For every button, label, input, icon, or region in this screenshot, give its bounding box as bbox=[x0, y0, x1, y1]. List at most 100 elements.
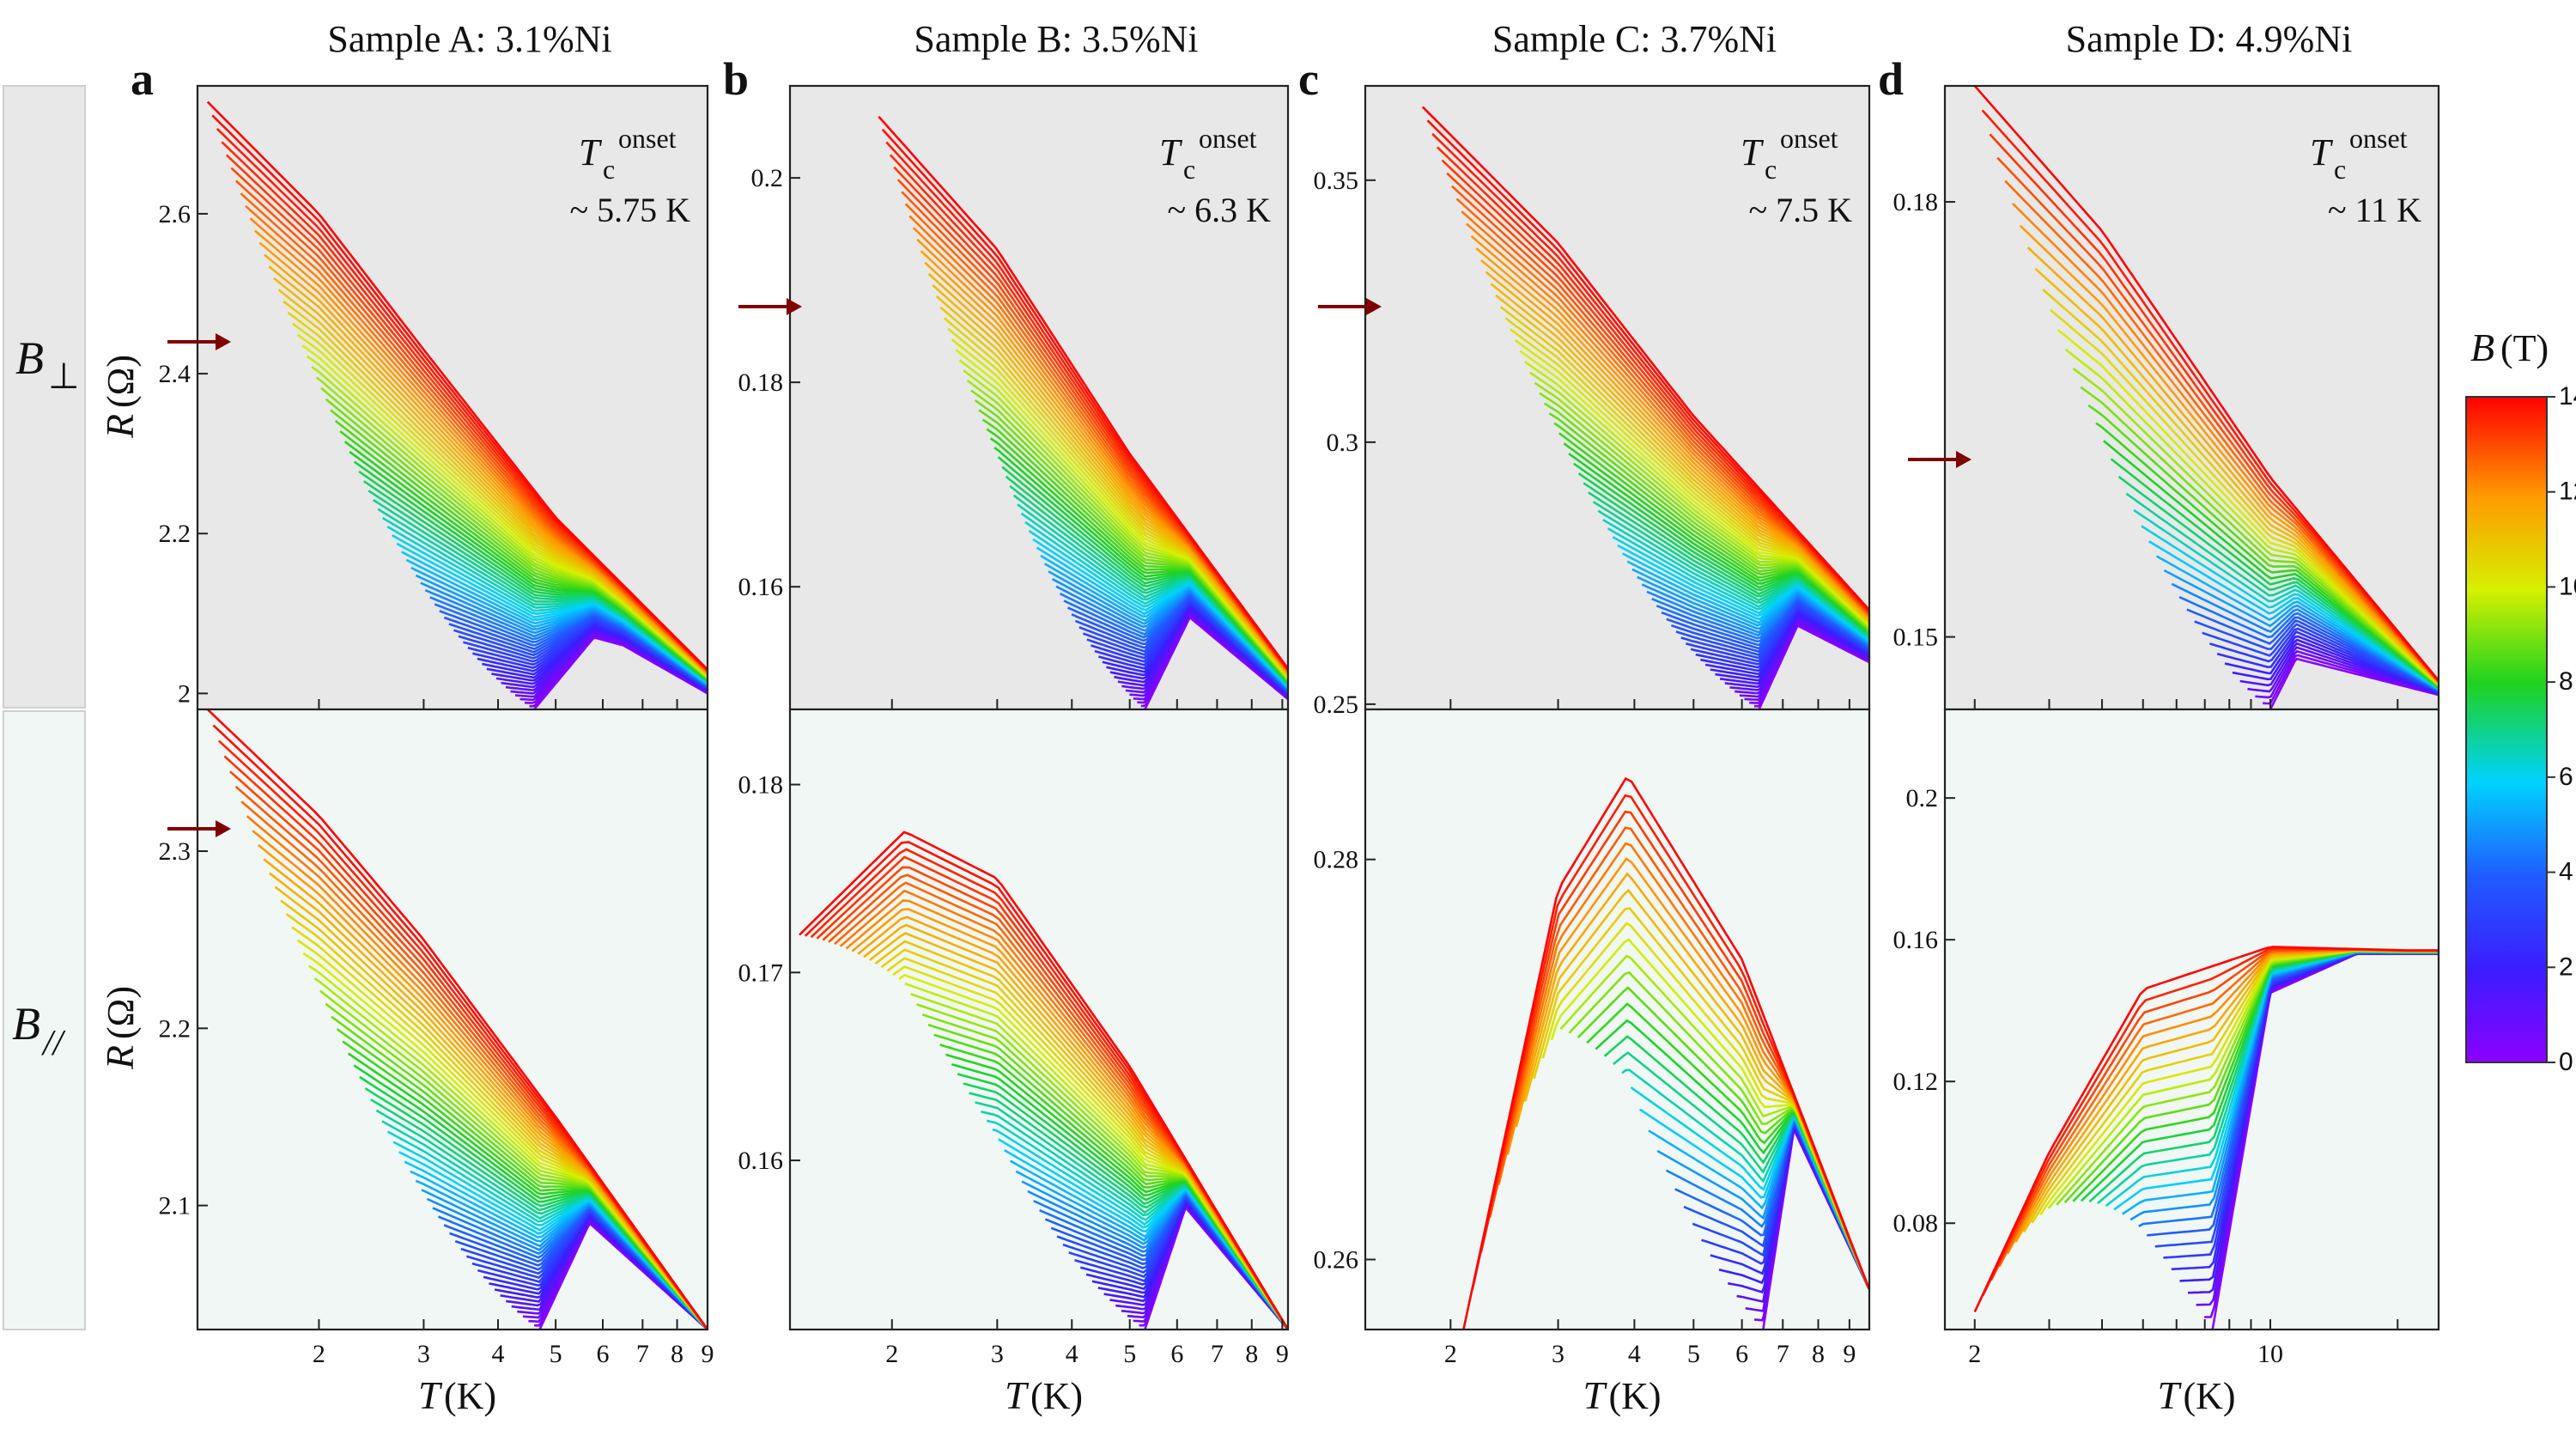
tc-value: ~ 6.3 K bbox=[1167, 191, 1271, 229]
x-tick-label: 6 bbox=[1735, 1340, 1748, 1368]
series-line bbox=[1973, 946, 2439, 1312]
x-axis-label: T (K) bbox=[418, 1373, 496, 1417]
tc-subscript: c bbox=[603, 154, 615, 185]
series-line bbox=[2072, 368, 2439, 686]
x-tick-label: 4 bbox=[1628, 1340, 1641, 1368]
panel-d-parallel: 0.08 0.12 0.16 0.2 2 10 bbox=[1893, 708, 2440, 1368]
x-tick-label: 4 bbox=[491, 1340, 504, 1368]
curves bbox=[1973, 946, 2439, 1330]
y-tick-label: 2.3 bbox=[159, 837, 191, 866]
series-line bbox=[206, 709, 708, 1330]
x-axis-unit: (K) bbox=[444, 1375, 496, 1417]
series-line bbox=[2102, 440, 2439, 688]
panel-letter: c bbox=[1298, 53, 1319, 105]
y-tick-label: 0.26 bbox=[1314, 1245, 1359, 1274]
x-tick-label: 3 bbox=[991, 1340, 1004, 1368]
panels: 2 2.2 2.4 2.6 0.160.180.2 0.25 0.3 0.35 0.15 0.18… bbox=[98, 18, 2440, 1417]
series-line bbox=[2117, 475, 2439, 689]
series-line bbox=[2186, 608, 2439, 692]
y-tick-label: 2.2 bbox=[159, 1014, 191, 1043]
y-tick-label: 0.28 bbox=[1314, 846, 1359, 874]
panel-title: Sample B: 3.5%Ni bbox=[914, 18, 1198, 60]
series-line bbox=[2163, 569, 2439, 691]
series-line bbox=[2034, 267, 2439, 685]
x-tick-label: 3 bbox=[1552, 1340, 1564, 1368]
series-line bbox=[2050, 308, 2439, 685]
marker-arrow bbox=[1908, 451, 1971, 468]
series-line bbox=[1421, 106, 1869, 611]
y-tick-label: 2.4 bbox=[159, 360, 191, 388]
series-line bbox=[1973, 86, 2439, 681]
series-line bbox=[2011, 202, 2439, 684]
tc-subscript: c bbox=[1183, 154, 1195, 185]
x-tick-label: 2 bbox=[1968, 1340, 1981, 1368]
x-tick-label: 5 bbox=[550, 1340, 562, 1368]
series-line bbox=[2042, 289, 2439, 685]
plot-frame bbox=[1943, 708, 2440, 1331]
x-tick-label: 8 bbox=[671, 1340, 683, 1368]
curves bbox=[799, 831, 1288, 1330]
x-axis-unit: (K) bbox=[2184, 1375, 2236, 1417]
x-tick-label: 2 bbox=[1444, 1340, 1457, 1368]
colorbar-tick-label: 2 bbox=[2559, 952, 2573, 981]
series-line bbox=[2133, 508, 2439, 690]
series-line bbox=[2064, 348, 2439, 686]
panel-a-parallel: 2.1 2.2 2.3 2 3 4 5 6 7 8 9 bbox=[159, 708, 714, 1368]
colorbar: B (T) 0 2 4 6 8 10 12 14 bbox=[2465, 326, 2576, 1076]
x-tick-label: 7 bbox=[636, 1340, 649, 1368]
series-line bbox=[2087, 404, 2439, 687]
row-label-perpendicular: B ⊥ bbox=[3, 85, 86, 709]
y-tick-label: 0.35 bbox=[1314, 167, 1359, 195]
tc-subscript: c bbox=[1765, 154, 1777, 185]
y-tick-label: 0.15 bbox=[1893, 624, 1939, 652]
colorbar-tick-label: 14 bbox=[2559, 382, 2576, 411]
series-line bbox=[206, 100, 708, 671]
x-axis-unit: (K) bbox=[1609, 1375, 1662, 1417]
panel-title: Sample C: 3.7%Ni bbox=[1492, 18, 1777, 60]
x-axis-unit: (K) bbox=[1030, 1375, 1083, 1417]
series-line bbox=[2141, 525, 2439, 690]
y-tick-label: 0.18 bbox=[1893, 188, 1939, 216]
y-axis-unit: (Ω) bbox=[100, 355, 142, 408]
x-axis-symbol: T bbox=[1583, 1373, 1608, 1417]
panel-b-perpendicular: 0.16 0.18 0.2 bbox=[738, 84, 1290, 711]
colorbar-tick-label: 4 bbox=[2559, 858, 2573, 886]
y-axis-label-top: R (Ω) bbox=[98, 355, 142, 439]
tc-value: ~ 7.5 K bbox=[1748, 191, 1852, 229]
tc-symbol: T bbox=[579, 131, 603, 173]
row-label-b-text: B bbox=[15, 332, 44, 384]
series-line bbox=[2194, 619, 2439, 692]
y-tick-label: 0.3 bbox=[1327, 429, 1359, 457]
row-label-parallel-sub: // bbox=[41, 1024, 66, 1063]
tc-superscript: onset bbox=[1780, 123, 1838, 154]
series-line bbox=[2148, 540, 2439, 691]
x-tick-label: 2 bbox=[313, 1340, 325, 1368]
y-tick-label: 0.16 bbox=[738, 573, 784, 601]
series-line bbox=[2247, 646, 2439, 695]
y-tick-label: 2.2 bbox=[159, 520, 191, 548]
marker-arrow bbox=[167, 820, 231, 837]
marker-arrow bbox=[1318, 298, 1382, 315]
marker-arrow bbox=[738, 298, 802, 315]
colorbar-ticks: 0 2 4 6 8 10 12 14 bbox=[2547, 382, 2576, 1076]
series-line bbox=[2110, 458, 2439, 688]
colorbar-gradient bbox=[2465, 396, 2548, 1063]
series-line bbox=[2095, 422, 2439, 688]
series-line bbox=[1989, 133, 2439, 682]
series-line bbox=[2216, 630, 2439, 694]
series-line bbox=[2026, 246, 2439, 684]
tc-value: ~ 5.75 K bbox=[569, 191, 690, 229]
y-tick-label: 2.6 bbox=[159, 200, 191, 228]
y-tick-label: 0.25 bbox=[1314, 691, 1359, 719]
panel-letter: a bbox=[131, 53, 154, 105]
series-line bbox=[1462, 776, 1869, 1330]
plot-area bbox=[1365, 709, 1869, 1330]
plot-frame bbox=[1364, 708, 1871, 1331]
x-tick-label: 5 bbox=[1123, 1340, 1136, 1368]
plot-frame bbox=[196, 708, 709, 1331]
series-line bbox=[2057, 329, 2439, 685]
